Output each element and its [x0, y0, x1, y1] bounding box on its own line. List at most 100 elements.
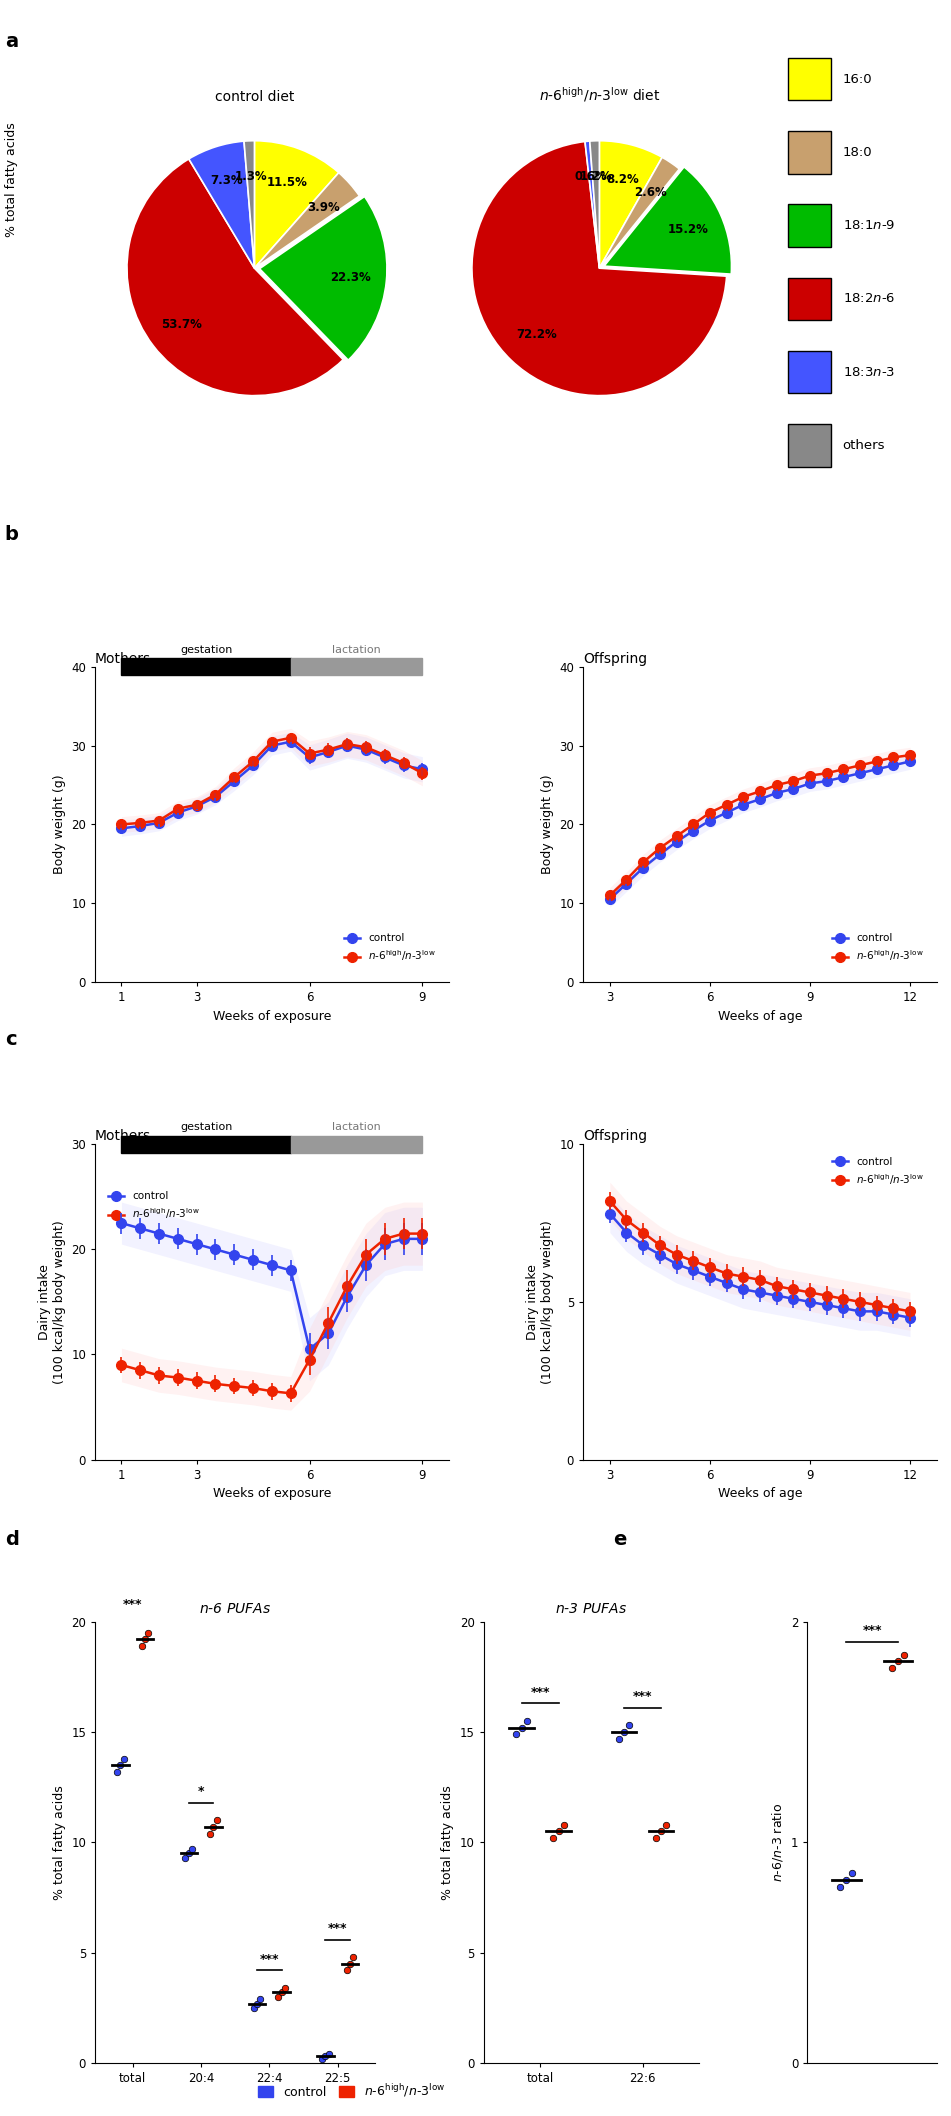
Point	[884, 1650, 900, 1684]
Bar	[788, 205, 830, 248]
Bar	[122, 1136, 291, 1153]
Point	[514, 1710, 529, 1744]
Text: ***: ***	[123, 1598, 143, 1610]
Wedge shape	[244, 142, 255, 269]
Point	[318, 2040, 333, 2074]
Wedge shape	[599, 157, 679, 269]
Point	[611, 1722, 627, 1756]
Y-axis label: Dairy intake
(100 kcal/kg body weight): Dairy intake (100 kcal/kg body weight)	[526, 1221, 553, 1384]
Y-axis label: $n$-6/$n$-3 ratio: $n$-6/$n$-3 ratio	[770, 1803, 786, 1881]
Point	[209, 1803, 224, 1837]
Wedge shape	[255, 142, 339, 269]
X-axis label: Weeks of exposure: Weeks of exposure	[213, 1488, 331, 1500]
Text: 2.6%: 2.6%	[634, 186, 668, 199]
Point	[342, 1947, 358, 1981]
Text: others: others	[843, 438, 885, 453]
Point	[321, 2038, 337, 2072]
Text: ***: ***	[633, 1691, 652, 1703]
Text: a: a	[5, 32, 18, 51]
Point	[203, 1818, 218, 1852]
Y-axis label: Body weight (g): Body weight (g)	[52, 774, 66, 874]
Point	[659, 1807, 674, 1841]
Point	[253, 1983, 268, 2017]
Text: 7.3%: 7.3%	[210, 174, 243, 188]
Point	[839, 1862, 854, 1896]
Point	[616, 1716, 631, 1750]
Text: 1.3%: 1.3%	[234, 169, 267, 182]
Legend: control, $n$-6$^{\mathrm{high}}$/$n$-3$^{\mathrm{low}}$: control, $n$-6$^{\mathrm{high}}$/$n$-3$^…	[340, 929, 440, 967]
Text: *: *	[198, 1786, 204, 1799]
Text: Mothers: Mothers	[95, 652, 151, 667]
Point	[278, 1972, 293, 2006]
Wedge shape	[599, 142, 662, 269]
Point	[315, 2042, 330, 2076]
Point	[205, 1809, 221, 1843]
Point	[271, 1981, 286, 2014]
Title: $n$-6$^{\mathrm{high}}$/$n$-3$^{\mathrm{low}}$ diet: $n$-6$^{\mathrm{high}}$/$n$-3$^{\mathrm{…	[538, 85, 660, 104]
Legend: control, $n$-6$^{\mathrm{high}}$/$n$-3$^{\mathrm{low}}$: control, $n$-6$^{\mathrm{high}}$/$n$-3$^…	[828, 1153, 928, 1191]
Point	[844, 1856, 860, 1890]
Point	[141, 1617, 156, 1650]
Text: b: b	[5, 525, 19, 544]
Point	[178, 1841, 193, 1875]
Text: c: c	[5, 1030, 16, 1050]
Text: 1.2%: 1.2%	[579, 169, 612, 182]
Text: % total fatty acids: % total fatty acids	[5, 123, 18, 237]
Text: ***: ***	[260, 1953, 279, 1966]
Text: d: d	[5, 1530, 19, 1549]
Point	[109, 1754, 125, 1788]
Y-axis label: Dairy intake
(100 kcal/kg body weight): Dairy intake (100 kcal/kg body weight)	[38, 1221, 66, 1384]
Y-axis label: Body weight (g): Body weight (g)	[541, 774, 553, 874]
Y-axis label: % total fatty acids: % total fatty acids	[52, 1786, 66, 1900]
Title: $n$-3 PUFAs: $n$-3 PUFAs	[555, 1602, 628, 1617]
Point	[246, 1991, 262, 2025]
Text: gestation: gestation	[180, 1121, 232, 1132]
Text: Offspring: Offspring	[583, 652, 648, 667]
Bar	[291, 1136, 422, 1153]
Text: ***: ***	[863, 1625, 882, 1638]
Bar	[291, 658, 422, 675]
Text: 18:1$n$-9: 18:1$n$-9	[843, 220, 895, 233]
Point	[649, 1822, 664, 1856]
Wedge shape	[260, 197, 387, 360]
X-axis label: Weeks of age: Weeks of age	[718, 1488, 803, 1500]
Point	[519, 1703, 534, 1737]
X-axis label: Weeks of exposure: Weeks of exposure	[213, 1009, 331, 1022]
Text: 72.2%: 72.2%	[515, 328, 556, 341]
Text: 18:2$n$-6: 18:2$n$-6	[843, 292, 895, 305]
Point	[134, 1629, 149, 1663]
Wedge shape	[585, 142, 599, 269]
Wedge shape	[590, 142, 599, 269]
Point	[890, 1644, 905, 1678]
Point	[339, 1953, 354, 1987]
Point	[546, 1822, 561, 1856]
Point	[896, 1638, 911, 1672]
Text: e: e	[613, 1530, 627, 1549]
Wedge shape	[127, 159, 343, 396]
Point	[622, 1708, 637, 1741]
Text: 8.2%: 8.2%	[607, 174, 639, 186]
Text: 15.2%: 15.2%	[668, 222, 708, 235]
Bar	[788, 57, 830, 99]
Text: Mothers: Mothers	[95, 1130, 151, 1143]
Point	[556, 1807, 572, 1841]
Text: lactation: lactation	[332, 1121, 381, 1132]
Point	[551, 1813, 566, 1847]
Bar	[788, 423, 830, 468]
Text: gestation: gestation	[180, 645, 232, 656]
Wedge shape	[604, 167, 731, 275]
X-axis label: Weeks of age: Weeks of age	[718, 1009, 803, 1022]
Text: ***: ***	[531, 1686, 550, 1699]
Point	[184, 1832, 200, 1866]
Legend: control, $n$-6$^{\mathrm{high}}$/$n$-3$^{\mathrm{low}}$: control, $n$-6$^{\mathrm{high}}$/$n$-3$^…	[259, 2082, 445, 2099]
Text: 11.5%: 11.5%	[266, 176, 307, 188]
Point	[181, 1837, 196, 1871]
Bar	[788, 277, 830, 320]
Text: lactation: lactation	[332, 645, 381, 656]
Point	[113, 1748, 128, 1782]
Text: 22.3%: 22.3%	[330, 271, 371, 284]
Text: 18:0: 18:0	[843, 146, 872, 159]
Text: 53.7%: 53.7%	[162, 317, 203, 330]
Point	[249, 1987, 264, 2021]
Wedge shape	[189, 142, 255, 269]
